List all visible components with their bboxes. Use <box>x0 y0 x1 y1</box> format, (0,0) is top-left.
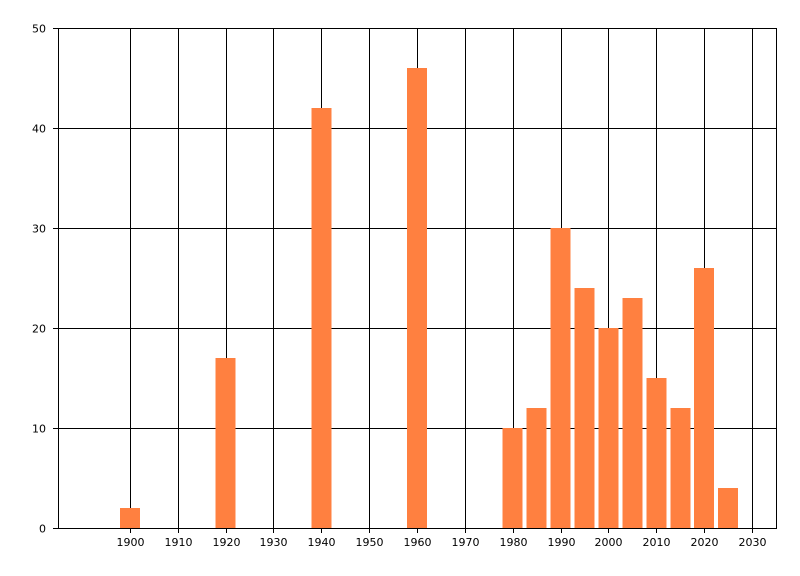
bar-1960 <box>407 68 427 528</box>
bar-1980 <box>502 428 523 528</box>
bar-1985 <box>526 408 547 528</box>
bar-1995 <box>574 288 595 528</box>
x-tick-label: 2010 <box>643 536 671 549</box>
bar-2010 <box>646 378 667 528</box>
bar-2015 <box>670 408 691 528</box>
x-tick-label: 1980 <box>500 536 528 549</box>
x-tick-label: 1900 <box>117 536 145 549</box>
x-tick-label: 1940 <box>308 536 336 549</box>
x-tick-label: 1960 <box>404 536 432 549</box>
y-tick-label: 10 <box>32 423 46 436</box>
x-tick-label: 2030 <box>739 536 767 549</box>
bar-1900 <box>119 508 140 528</box>
y-tick-label: 40 <box>32 123 46 136</box>
x-tick-label: 2000 <box>595 536 623 549</box>
x-tick-label: 1910 <box>165 536 193 549</box>
bar-1940 <box>311 108 332 528</box>
bar-2020 <box>694 268 715 528</box>
x-tick-label: 1990 <box>548 536 576 549</box>
y-tick-label: 30 <box>32 223 46 236</box>
bar-1990 <box>550 228 571 528</box>
x-tick-label: 1950 <box>356 536 384 549</box>
y-tick-label: 0 <box>39 523 46 536</box>
bars <box>119 68 739 528</box>
bar-2025 <box>718 488 739 528</box>
bar-1920 <box>215 358 236 528</box>
x-tick-label: 1970 <box>452 536 480 549</box>
y-tick-label: 50 <box>32 23 46 36</box>
axes <box>53 28 777 533</box>
y-tick-label: 20 <box>32 323 46 336</box>
bar-2005 <box>622 298 643 528</box>
x-tick-label: 2020 <box>691 536 719 549</box>
x-tick-label: 1920 <box>213 536 241 549</box>
x-tick-label: 1930 <box>260 536 288 549</box>
bar-2000 <box>598 328 619 528</box>
